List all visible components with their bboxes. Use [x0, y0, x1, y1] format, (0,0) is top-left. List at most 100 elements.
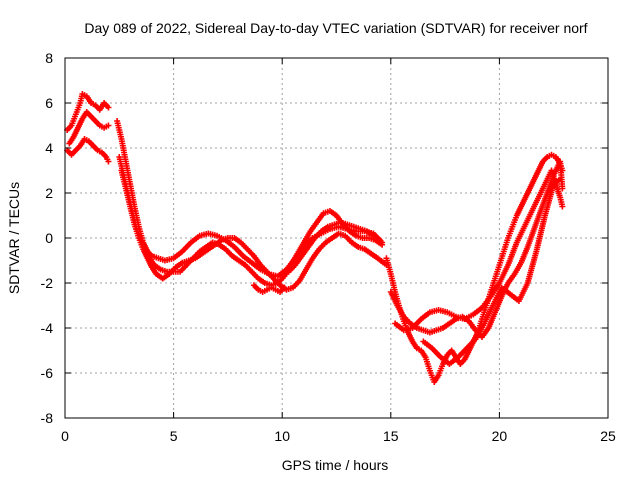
data-point-marker	[194, 234, 201, 241]
data-point-marker	[368, 231, 375, 238]
data-point-marker	[532, 250, 539, 257]
data-point-marker	[321, 241, 328, 248]
data-point-marker	[558, 201, 565, 208]
data-point-marker	[310, 236, 317, 243]
data-point-marker	[234, 256, 241, 263]
data-point-marker	[517, 261, 524, 268]
data-point-marker	[425, 310, 432, 317]
data-point-marker	[86, 112, 93, 118]
data-point-marker	[67, 124, 74, 130]
data-point-marker	[122, 183, 129, 190]
y-tick-label: 4	[45, 140, 53, 156]
data-point-marker	[197, 251, 204, 258]
data-point-marker	[555, 177, 562, 184]
data-point-marker	[155, 265, 162, 272]
data-point-marker	[101, 152, 108, 159]
data-point-marker	[236, 238, 243, 245]
data-point-marker	[505, 289, 512, 296]
data-point-marker	[387, 268, 394, 275]
series-track-h	[285, 219, 383, 275]
data-point-marker	[399, 311, 406, 318]
data-point-marker	[439, 363, 446, 370]
data-point-marker	[488, 304, 495, 311]
data-point-marker	[74, 126, 81, 133]
data-point-marker	[229, 235, 236, 241]
data-point-marker	[431, 328, 438, 334]
data-point-marker	[312, 221, 319, 228]
series-track-b	[66, 109, 112, 147]
data-point-marker	[279, 286, 286, 292]
data-point-marker	[95, 121, 102, 127]
data-point-marker	[436, 352, 443, 359]
data-point-marker	[177, 260, 184, 267]
data-point-marker	[190, 256, 197, 262]
data-point-marker	[287, 285, 294, 292]
data-point-marker	[279, 274, 286, 281]
data-point-marker	[293, 252, 300, 259]
data-point-marker	[497, 295, 504, 302]
data-point-marker	[90, 101, 97, 108]
data-point-marker	[534, 169, 541, 176]
series-track-a	[64, 91, 112, 133]
data-point-marker	[517, 205, 524, 212]
data-point-marker	[275, 280, 282, 287]
data-point-marker	[521, 196, 528, 203]
data-point-marker	[504, 264, 511, 270]
series-track-k	[392, 167, 566, 334]
data-point-marker	[405, 318, 412, 325]
y-tick-label: 0	[45, 230, 53, 246]
data-point-marker	[262, 267, 269, 274]
series-track-l	[420, 176, 564, 367]
data-point-marker	[314, 248, 321, 255]
y-tick-label: 8	[45, 50, 53, 66]
data-point-marker	[426, 365, 433, 372]
y-tick-label: 6	[45, 95, 53, 111]
data-point-marker	[290, 263, 297, 270]
data-point-marker	[484, 326, 491, 333]
data-point-marker	[471, 337, 478, 344]
data-point-marker	[268, 273, 275, 280]
data-point-marker	[210, 242, 217, 249]
data-point-marker	[491, 277, 498, 284]
data-point-marker	[139, 244, 146, 250]
data-point-marker	[541, 214, 548, 221]
data-point-marker	[342, 220, 349, 227]
data-point-marker	[525, 187, 532, 194]
data-point-marker	[508, 226, 515, 232]
data-point-marker	[495, 281, 502, 288]
x-tick-label: 5	[170, 428, 178, 444]
series-track-j	[387, 158, 566, 340]
data-point-marker	[103, 103, 110, 109]
y-tick-label: 2	[45, 185, 53, 201]
data-point-marker	[393, 300, 400, 307]
data-point-marker	[319, 212, 326, 219]
data-point-marker	[238, 251, 245, 258]
data-point-marker	[227, 251, 234, 258]
x-tick-label: 10	[274, 428, 290, 444]
data-point-marker	[308, 257, 315, 264]
data-point-marker	[471, 325, 478, 332]
data-point-marker	[148, 262, 155, 269]
data-point-marker	[186, 241, 193, 247]
data-point-marker	[491, 311, 498, 318]
data-point-marker	[90, 116, 97, 123]
data-point-marker	[416, 317, 423, 324]
data-point-marker	[416, 346, 423, 353]
data-point-marker	[348, 223, 355, 229]
data-point-marker	[164, 272, 171, 279]
data-point-marker	[500, 250, 507, 257]
data-point-marker	[530, 178, 537, 185]
data-point-marker	[117, 133, 124, 140]
data-point-marker	[329, 222, 336, 229]
data-point-marker	[242, 244, 249, 251]
data-point-marker	[203, 247, 210, 254]
data-point-marker	[477, 306, 484, 313]
y-tick-label: -4	[41, 320, 54, 336]
data-point-marker	[381, 260, 388, 267]
data-point-marker	[177, 249, 184, 256]
series-track-i	[383, 151, 566, 385]
data-point-marker	[294, 279, 301, 286]
data-point-marker	[96, 148, 103, 155]
data-point-marker	[247, 258, 254, 265]
data-point-marker	[359, 245, 366, 252]
